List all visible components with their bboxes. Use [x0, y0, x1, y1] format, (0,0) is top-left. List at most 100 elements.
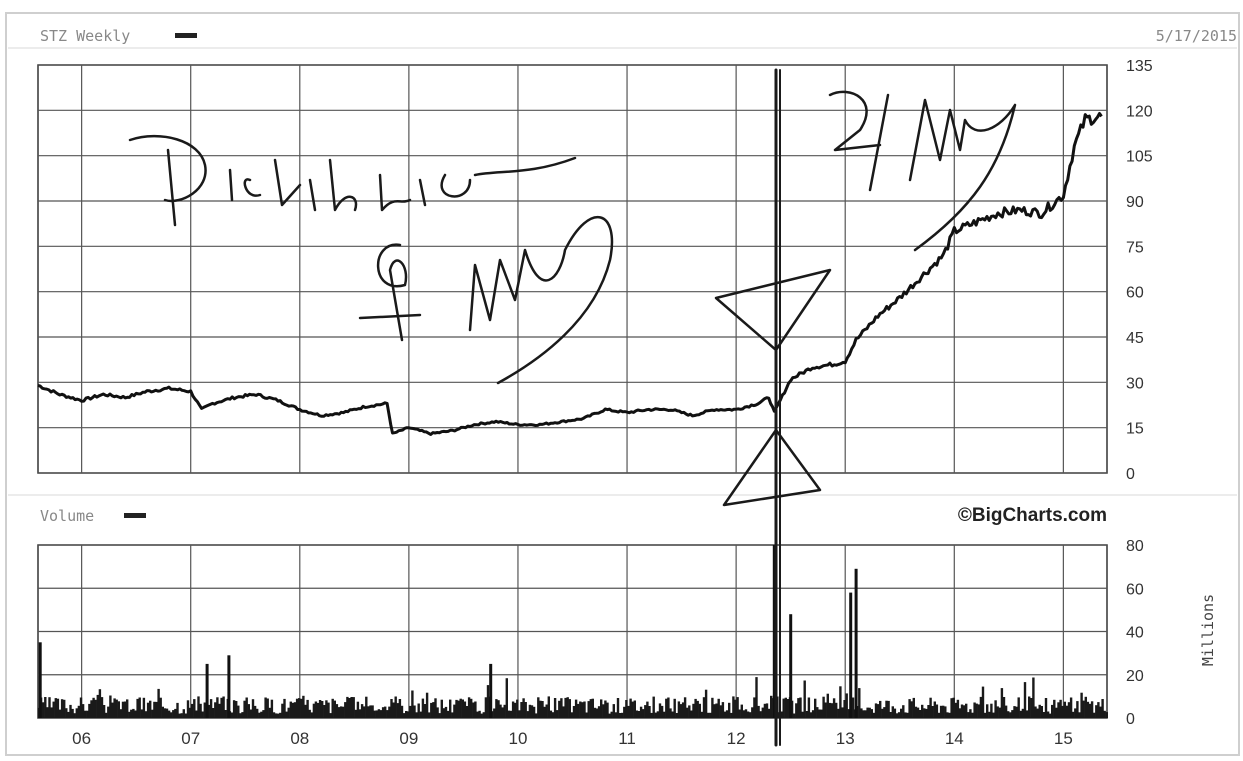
volume-bar — [965, 703, 968, 718]
volume-bar — [73, 713, 76, 718]
volume-bar — [157, 688, 160, 718]
volume-bar — [60, 699, 64, 718]
volume-bar — [723, 711, 727, 718]
volume-bar — [77, 705, 81, 718]
volume-bar — [528, 704, 532, 718]
annotation-at-mm — [358, 216, 614, 385]
volume-bar — [333, 700, 336, 718]
volume-bar — [470, 698, 473, 718]
volume-bar — [631, 701, 634, 718]
volume-bar — [1105, 712, 1108, 718]
volume-bar — [549, 710, 553, 718]
x-tick-label: 10 — [508, 729, 527, 748]
volume-bar — [692, 703, 695, 718]
volume-bar — [316, 702, 320, 718]
volume-bar — [474, 701, 477, 718]
volume-bar — [795, 703, 798, 718]
volume-bar — [935, 704, 939, 718]
volume-bar — [191, 703, 194, 718]
volume-bar — [199, 703, 202, 718]
volume-bar — [1059, 699, 1062, 718]
volume-bar — [50, 707, 53, 718]
volume-bar — [392, 702, 395, 718]
volume-spike-bar — [854, 568, 858, 718]
x-tick-label: 07 — [181, 729, 200, 748]
volume-bar — [690, 710, 693, 718]
volume-bar — [988, 711, 991, 718]
volume-bar — [971, 712, 974, 718]
volume-bar — [721, 702, 725, 718]
volume-bar — [306, 699, 309, 718]
volume-bar — [843, 700, 846, 718]
volume-bar — [402, 713, 406, 718]
volume-bar — [719, 705, 722, 718]
volume-bar — [879, 700, 882, 718]
volume-bar — [912, 697, 915, 718]
volume-bar — [121, 701, 125, 718]
volume-bar — [639, 706, 643, 718]
volume-bar — [266, 698, 269, 718]
volume-bar — [759, 711, 762, 718]
volume-bar — [356, 701, 360, 718]
volume-bar — [63, 699, 66, 718]
volume-bar — [472, 702, 475, 718]
volume-bar — [883, 707, 886, 718]
volume-bar — [696, 700, 699, 718]
volume-bar — [704, 689, 708, 718]
volume-bar — [291, 702, 295, 718]
volume-bar — [1032, 677, 1035, 718]
volume-bar — [908, 699, 911, 718]
volume-bar — [161, 706, 164, 718]
volume-bar — [998, 707, 1001, 718]
volume-bar — [715, 703, 718, 718]
volume-bar — [650, 712, 653, 718]
volume-y-axis: 0 20 40 60 80 — [1126, 538, 1144, 728]
volume-bar — [1097, 702, 1100, 718]
volume-bar — [1063, 701, 1066, 718]
volume-bar — [897, 712, 901, 718]
volume-bar — [281, 703, 284, 718]
volume-bar — [839, 686, 842, 718]
volume-bar — [939, 705, 943, 718]
volume-bar — [717, 698, 720, 718]
volume-bar — [421, 698, 425, 718]
volume-bar — [944, 706, 947, 718]
volume-bar — [983, 712, 987, 718]
volume-bar — [700, 711, 704, 718]
volume-bar — [675, 713, 678, 718]
volume-bar — [801, 711, 804, 718]
volume-bar — [264, 697, 267, 718]
volume-spike-bar — [789, 614, 793, 718]
volume-bar — [1025, 710, 1029, 718]
volume-bar — [507, 710, 511, 718]
volume-bar — [612, 704, 615, 718]
annotation-2-mg — [828, 90, 1017, 252]
volume-bar — [100, 697, 104, 718]
volume-bar — [325, 700, 328, 718]
volume-bar — [591, 698, 594, 718]
volume-bar — [1013, 706, 1016, 718]
volume-bar — [140, 709, 143, 718]
volume-bar — [782, 698, 785, 718]
volume-bar — [495, 699, 498, 718]
volume-bar — [430, 702, 433, 718]
volume-bar — [253, 705, 257, 718]
volume-unit-label: Millions — [1199, 594, 1217, 666]
volume-bar — [579, 701, 582, 718]
volume-bar — [467, 697, 471, 718]
volume-bar — [761, 707, 764, 718]
volume-bar — [220, 697, 223, 718]
volume-tick-label: 0 — [1126, 711, 1135, 728]
volume-bar — [702, 697, 706, 718]
volume-bar — [751, 707, 754, 718]
volume-bar — [434, 698, 437, 718]
volume-bar — [130, 709, 133, 718]
volume-bar — [405, 711, 408, 718]
volume-bar — [520, 702, 523, 718]
volume-bar — [377, 709, 381, 718]
volume-bar — [753, 697, 756, 718]
volume-bar — [1084, 696, 1087, 718]
volume-bar — [568, 699, 571, 718]
volume-bar — [671, 711, 674, 718]
volume-bar — [921, 704, 924, 718]
